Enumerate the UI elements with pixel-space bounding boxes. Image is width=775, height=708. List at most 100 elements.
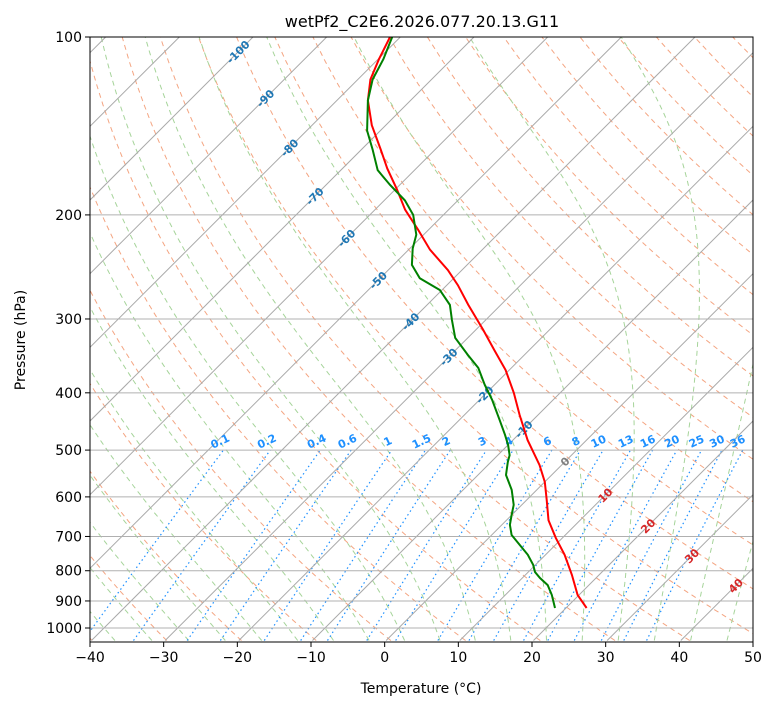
mixing-ratio-line [133,449,271,641]
moist-adiabats [90,37,753,641]
x-tick-label: 0 [380,650,389,666]
mixing-ratio-line [90,449,224,633]
y-tick-label: 600 [55,490,82,506]
mixing-ratio-line [437,449,553,641]
y-tick-label: 700 [55,529,82,545]
dry-adiabat [90,470,242,641]
isotherm [90,37,549,496]
moist-adiabat [144,37,476,641]
moist-adiabat [690,361,753,641]
y-tick-label: 400 [55,386,82,402]
dry-adiabat [90,185,466,641]
mixing-ratio-label: 2 [440,434,452,449]
mixing-ratio-label: 13 [616,432,635,450]
x-tick-label: 20 [523,650,541,666]
isotherm [754,37,775,641]
mixing-ratio-label: 0.6 [336,431,359,451]
moist-adiabat [90,474,226,641]
isotherm [533,420,753,641]
x-axis: −40 −30 −20 −10 0 10 20 30 40 50 [75,642,762,666]
moist-adiabat [90,423,263,641]
mixing-ratio-label: 1.5 [410,432,433,452]
isotherm-label: -100 [224,38,253,67]
mixing-ratio-line [623,449,723,641]
isotherm-label: -70 [303,185,326,208]
dry-adiabat [198,37,753,635]
mixing-ratio-label: 36 [728,432,748,450]
dry-adiabat [694,37,753,98]
y-tick-label: 100 [55,30,82,46]
mixing-ratio-label: 16 [638,432,658,450]
dry-adiabat [274,37,753,546]
y-tick-label: 300 [55,312,82,328]
mixing-ratio-label: 0.4 [305,431,328,451]
moist-adiabat [100,37,441,641]
moist-adiabat [620,37,700,641]
isotherm [385,272,753,641]
dry-adiabat [236,37,753,590]
dry-adiabat [771,37,775,641]
mixing-ratio-label: 10 [589,432,609,450]
mixing-ratio-lines [90,449,744,641]
moist-adiabat [266,37,547,641]
isotherm [606,493,753,641]
profile-series [366,37,588,609]
y-axis-label: Pressure (hPa) [13,290,29,390]
moist-adiabat [90,306,334,641]
mixing-ratio-line [327,449,451,641]
dry-adiabat [503,37,753,296]
x-tick-label: 10 [449,650,467,666]
moist-adiabat [198,37,512,641]
mixing-ratio-label: 0.2 [255,432,278,452]
temperature-line [366,37,588,609]
x-tick-label: −10 [296,650,326,666]
moist-adiabat [90,134,406,641]
isotherm [90,37,328,275]
mixing-ratio-line [547,449,654,641]
isotherm [238,125,753,641]
dry-adiabat [656,37,753,137]
dry-adiabat [732,37,753,59]
dry-adiabat [541,37,753,256]
dry-adiabat [465,37,753,336]
y-axis: 100 200 300 400 500 600 700 800 900 1000 [46,30,90,637]
dry-adiabat [388,37,753,418]
y-tick-label: 1000 [46,621,82,637]
y-tick-label: 800 [55,564,82,580]
dry-adiabat [350,37,753,460]
y-tick-label: 500 [55,443,82,459]
dry-adiabat [90,289,392,641]
moist-adiabat [469,37,635,641]
isotherm [90,37,622,570]
x-tick-label: 50 [744,650,762,666]
x-tick-label: 30 [597,650,615,666]
mixing-ratio-label: 1 [382,434,394,449]
x-axis-label: Temperature (°C) [360,681,482,697]
isobars [90,37,753,629]
isotherm [312,199,753,641]
mixing-ratio-line [186,449,321,641]
mixing-ratio-line [366,449,487,641]
dewpoint-line [366,37,556,609]
mixing-ratio-label: 25 [687,432,706,450]
mixing-ratio-line [300,449,426,641]
x-tick-label: −20 [223,650,253,666]
isotherm [459,346,753,641]
dry-adiabat [90,382,317,641]
mixing-ratio-line [523,449,632,641]
moist-adiabat [353,37,586,641]
mixing-ratio-label: 6 [541,434,554,449]
y-tick-label: 900 [55,594,82,610]
mixing-ratio-label: 30 [707,432,727,450]
moist-adiabat [90,231,370,641]
dry-adiabat [121,37,616,641]
mixing-ratio-label: 0.1 [209,432,232,452]
dry-adiabat [90,59,541,641]
plot-area: 0.1 0.2 0.4 0.6 1 1.5 2 3 4 6 8 10 13 16 20 25 30 36-100-… [90,37,775,641]
isotherms [90,37,775,641]
dry-adiabat [159,37,690,641]
chart-title: wetPf2_C2E6.2026.077.20.13.G11 [285,12,559,32]
isotherm [90,37,475,422]
mixing-ratio-line [600,449,703,641]
